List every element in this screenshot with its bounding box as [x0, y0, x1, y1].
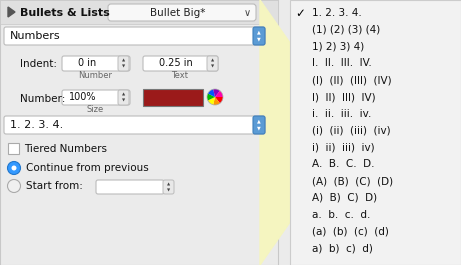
Wedge shape	[213, 97, 220, 105]
FancyBboxPatch shape	[108, 4, 256, 21]
Text: ▲: ▲	[122, 58, 125, 62]
Text: 0 in: 0 in	[78, 59, 96, 68]
Text: ▼: ▼	[211, 65, 214, 69]
Text: I.  II.  III.  IV.: I. II. III. IV.	[312, 58, 372, 68]
FancyBboxPatch shape	[62, 90, 130, 105]
Text: I)  II)  III)  IV): I) II) III) IV)	[312, 92, 376, 102]
Text: ∨: ∨	[243, 8, 251, 18]
FancyBboxPatch shape	[253, 116, 265, 134]
Text: Start from:: Start from:	[26, 181, 83, 191]
Text: 1. 2. 3. 4.: 1. 2. 3. 4.	[10, 120, 63, 130]
Text: (i)  (ii)  (iii)  (iv): (i) (ii) (iii) (iv)	[312, 126, 390, 136]
Text: ▼: ▼	[257, 37, 261, 42]
Wedge shape	[213, 89, 220, 97]
Circle shape	[12, 166, 17, 170]
Bar	[0, 0, 278, 265]
Text: ▼: ▼	[122, 99, 125, 103]
Text: 1) 2) 3) 4): 1) 2) 3) 4)	[312, 42, 364, 52]
Bar	[290, 0, 461, 265]
Wedge shape	[207, 94, 215, 100]
Text: Tiered Numbers: Tiered Numbers	[24, 144, 107, 154]
FancyBboxPatch shape	[143, 56, 218, 71]
FancyBboxPatch shape	[207, 56, 218, 71]
FancyBboxPatch shape	[4, 27, 265, 45]
Text: i.  ii.  iii.  iv.: i. ii. iii. iv.	[312, 109, 372, 119]
Text: A.  B.  C.  D.: A. B. C. D.	[312, 159, 374, 169]
Text: Continue from previous: Continue from previous	[26, 163, 149, 173]
Text: Numbers: Numbers	[10, 31, 61, 41]
Text: Number:: Number:	[20, 94, 65, 104]
Text: ▲: ▲	[257, 29, 261, 34]
Polygon shape	[8, 7, 15, 17]
Text: Text: Text	[171, 70, 189, 80]
Circle shape	[7, 179, 20, 192]
Text: 100%: 100%	[69, 92, 96, 103]
Text: ▼: ▼	[122, 65, 125, 69]
Text: 0.25 in: 0.25 in	[159, 59, 193, 68]
Text: (I)  (II)  (III)  (IV): (I) (II) (III) (IV)	[312, 75, 392, 85]
Text: Size: Size	[86, 104, 104, 113]
Text: (A)  (B)  (C)  (D): (A) (B) (C) (D)	[312, 176, 393, 186]
Text: Bullets & Lists: Bullets & Lists	[20, 8, 110, 18]
Text: 1. 2. 3. 4.: 1. 2. 3. 4.	[312, 8, 362, 18]
Text: Number: Number	[78, 70, 112, 80]
Wedge shape	[215, 91, 223, 97]
Text: ▼: ▼	[167, 188, 170, 192]
Bar	[8, 143, 19, 154]
FancyBboxPatch shape	[253, 27, 265, 45]
Bar	[0, 0, 278, 24]
Bar	[143, 89, 203, 106]
Text: ✓: ✓	[295, 7, 305, 20]
Wedge shape	[215, 97, 223, 103]
FancyBboxPatch shape	[118, 56, 129, 71]
Wedge shape	[208, 97, 215, 105]
Text: (a)  (b)  (c)  (d): (a) (b) (c) (d)	[312, 226, 389, 236]
Text: ▲: ▲	[167, 182, 170, 186]
Text: a.  b.  c.  d.: a. b. c. d.	[312, 210, 370, 220]
FancyBboxPatch shape	[118, 90, 129, 105]
Text: ▲: ▲	[257, 118, 261, 123]
Text: a)  b)  c)  d): a) b) c) d)	[312, 243, 373, 253]
FancyBboxPatch shape	[96, 180, 164, 194]
Text: A)  B)  C)  D): A) B) C) D)	[312, 193, 377, 203]
Text: Indent:: Indent:	[20, 59, 57, 69]
FancyBboxPatch shape	[62, 56, 130, 71]
FancyBboxPatch shape	[4, 116, 265, 134]
FancyBboxPatch shape	[163, 180, 174, 194]
Circle shape	[7, 161, 20, 174]
Text: i)  ii)  iii)  iv): i) ii) iii) iv)	[312, 142, 375, 152]
Polygon shape	[260, 0, 295, 265]
Text: (1) (2) (3) (4): (1) (2) (3) (4)	[312, 25, 380, 35]
Text: ▲: ▲	[122, 92, 125, 96]
Text: ▲: ▲	[211, 58, 214, 62]
Wedge shape	[208, 89, 215, 97]
Text: ▼: ▼	[257, 126, 261, 130]
Text: Bullet Big*: Bullet Big*	[150, 7, 206, 17]
